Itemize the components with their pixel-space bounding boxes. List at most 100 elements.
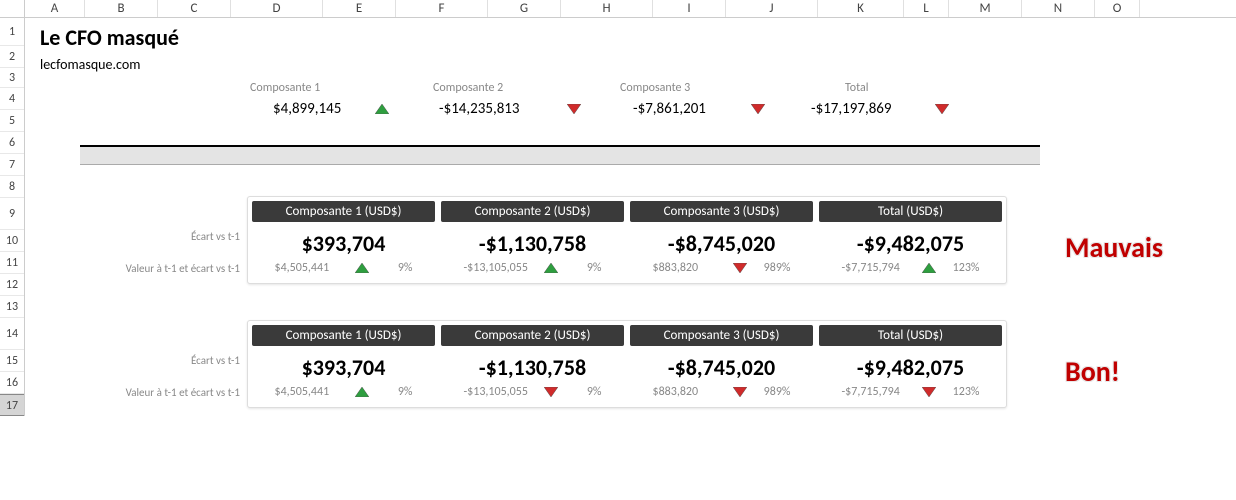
card-pct: 9% xyxy=(377,385,413,399)
annotation-label: Bon! xyxy=(1065,354,1120,389)
card-header: Total (USD$) xyxy=(819,201,1002,222)
column-headers: ABCDEFGHIJKLMNO xyxy=(0,0,1236,18)
card-prev-value: $883,820 xyxy=(653,261,725,275)
top-metric-value: -$17,197,869 xyxy=(811,100,892,118)
top-metric-label: Composante 3 xyxy=(620,81,690,95)
row-number[interactable]: 10 xyxy=(0,230,24,252)
column-header[interactable]: B xyxy=(85,0,158,17)
row-number[interactable]: 9 xyxy=(0,198,24,230)
card-sub-row: $4,505,441 9% xyxy=(252,385,435,403)
triangle-down-icon xyxy=(544,387,558,397)
column-header[interactable]: G xyxy=(488,0,561,17)
card-main-value: -$9,482,075 xyxy=(819,346,1002,385)
card-header: Composante 2 (USD$) xyxy=(441,201,624,222)
card-group: Composante 1 (USD$)$393,704$4,505,4419%C… xyxy=(247,320,1007,408)
row-number[interactable]: 15 xyxy=(0,350,24,372)
page-title: Le CFO masqué xyxy=(40,24,179,51)
page-subtitle: lecfomasque.com xyxy=(40,56,140,73)
column-header[interactable]: D xyxy=(231,0,323,17)
row-number[interactable]: 4 xyxy=(0,88,24,110)
top-metric-label: Composante 1 xyxy=(250,81,320,95)
card-main-value: -$1,130,758 xyxy=(441,222,624,261)
card-sub-row: -$13,105,055 9% xyxy=(441,261,624,279)
triangle-down-icon xyxy=(935,104,949,114)
card-prev-value: $4,505,441 xyxy=(275,385,347,399)
card-sub-row: $883,820989% xyxy=(630,385,813,403)
metric-card: Composante 1 (USD$)$393,704$4,505,441 9% xyxy=(252,201,435,279)
triangle-up-icon xyxy=(922,263,936,273)
row-label-valeur: Valeur à t-1 et écart vs t-1 xyxy=(40,262,240,275)
top-metric-label: Total xyxy=(845,81,868,95)
card-pct: 9% xyxy=(566,261,602,275)
card-prev-value: $883,820 xyxy=(653,385,725,399)
card-header: Composante 1 (USD$) xyxy=(252,325,435,346)
metric-card: Composante 2 (USD$)-$1,130,758-$13,105,0… xyxy=(441,201,624,279)
row-number[interactable]: 7 xyxy=(0,154,24,176)
triangle-down-icon xyxy=(567,104,581,114)
card-main-value: $393,704 xyxy=(252,222,435,261)
metric-card: Composante 1 (USD$)$393,704$4,505,441 9% xyxy=(252,325,435,403)
card-prev-value: -$7,715,794 xyxy=(842,261,914,275)
row-number[interactable]: 5 xyxy=(0,110,24,132)
metric-card: Composante 2 (USD$)-$1,130,758-$13,105,0… xyxy=(441,325,624,403)
metric-card: Composante 3 (USD$)-$8,745,020$883,820 98… xyxy=(630,201,813,279)
column-header[interactable]: C xyxy=(158,0,231,17)
column-header[interactable]: K xyxy=(818,0,904,17)
column-header[interactable]: J xyxy=(726,0,818,17)
card-prev-value: -$13,105,055 xyxy=(464,385,536,399)
column-header[interactable]: E xyxy=(323,0,396,17)
card-prev-value: -$7,715,794 xyxy=(842,385,914,399)
column-header[interactable]: F xyxy=(396,0,488,17)
top-metric-value: $4,899,145 xyxy=(273,100,341,118)
column-header[interactable]: O xyxy=(1095,0,1140,17)
row-number[interactable]: 11 xyxy=(0,252,24,274)
card-pct: 9% xyxy=(377,261,413,275)
row-label-ecart: Écart vs t-1 xyxy=(40,230,240,243)
row-number[interactable]: 12 xyxy=(0,274,24,296)
row-number[interactable]: 14 xyxy=(0,318,24,350)
card-group: Composante 1 (USD$)$393,704$4,505,4419%C… xyxy=(247,196,1007,284)
row-number[interactable]: 1 xyxy=(0,18,24,46)
card-main-value: -$9,482,075 xyxy=(819,222,1002,261)
card-header: Total (USD$) xyxy=(819,325,1002,346)
card-main-value: -$8,745,020 xyxy=(630,222,813,261)
sheet-content[interactable]: Le CFO masqué lecfomasque.com Composante… xyxy=(25,18,1236,416)
card-sub-row: -$13,105,055 9% xyxy=(441,385,624,403)
row-number[interactable]: 13 xyxy=(0,296,24,318)
card-prev-value: -$13,105,055 xyxy=(464,261,536,275)
metric-card: Total (USD$)-$9,482,075-$7,715,794123% xyxy=(819,325,1002,403)
triangle-up-icon xyxy=(355,263,369,273)
card-pct: 9% xyxy=(566,385,602,399)
card-header: Composante 3 (USD$) xyxy=(630,201,813,222)
triangle-up-icon xyxy=(544,263,558,273)
row-number[interactable]: 17 xyxy=(0,394,24,416)
row-numbers: 1234567891011121314151617 xyxy=(0,18,25,416)
column-header[interactable]: M xyxy=(949,0,1022,17)
card-main-value: -$8,745,020 xyxy=(630,346,813,385)
column-header[interactable]: I xyxy=(653,0,726,17)
column-header[interactable]: H xyxy=(561,0,653,17)
column-header[interactable]: A xyxy=(25,0,85,17)
card-sub-row: $4,505,441 9% xyxy=(252,261,435,279)
row-number[interactable]: 6 xyxy=(0,132,24,154)
card-main-value: $393,704 xyxy=(252,346,435,385)
row-label-valeur: Valeur à t-1 et écart vs t-1 xyxy=(40,386,240,399)
row-number[interactable]: 16 xyxy=(0,372,24,394)
metric-card: Composante 3 (USD$)-$8,745,020$883,82098… xyxy=(630,325,813,403)
row-number[interactable]: 2 xyxy=(0,46,24,68)
card-header: Composante 3 (USD$) xyxy=(630,325,813,346)
triangle-down-icon xyxy=(922,387,936,397)
row-number[interactable]: 8 xyxy=(0,176,24,198)
corner-cell[interactable] xyxy=(0,0,25,17)
card-header: Composante 1 (USD$) xyxy=(252,201,435,222)
metric-card: Total (USD$)-$9,482,075-$7,715,794123% xyxy=(819,201,1002,279)
row-number[interactable]: 3 xyxy=(0,68,24,88)
triangle-up-icon xyxy=(355,387,369,397)
card-pct: 989% xyxy=(755,261,791,275)
column-header[interactable]: L xyxy=(904,0,949,17)
triangle-up-icon xyxy=(375,104,389,114)
card-prev-value: $4,505,441 xyxy=(275,261,347,275)
column-header[interactable]: N xyxy=(1022,0,1095,17)
row-label-ecart: Écart vs t-1 xyxy=(40,354,240,367)
card-sub-row: -$7,715,794123% xyxy=(819,261,1002,279)
